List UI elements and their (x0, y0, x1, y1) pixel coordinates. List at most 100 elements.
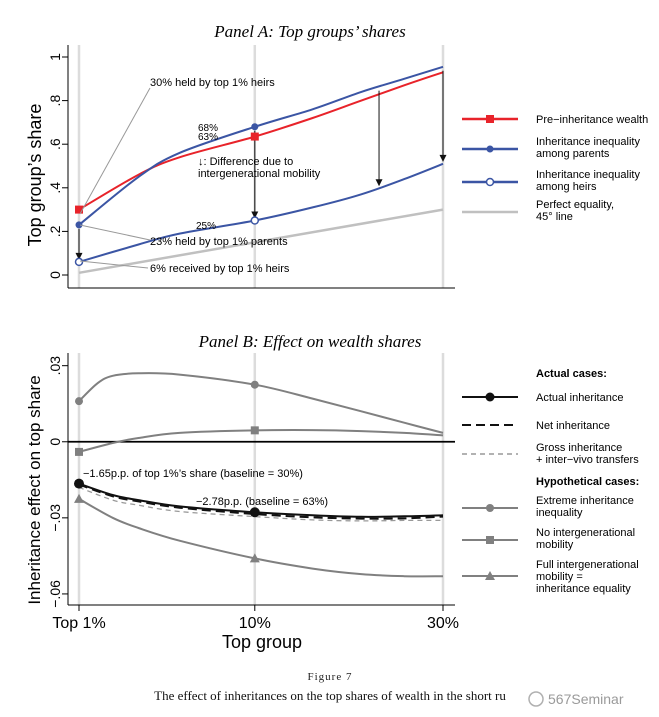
panel-a-y-ticks: 0 .2 .4 .6 .8 1 (47, 53, 68, 279)
panel-a-axes (67, 45, 455, 289)
x-tick-label-0: Top 1% (52, 615, 105, 632)
marker-full-intergenerational-mobility-inheritance-equality-1 (74, 493, 84, 503)
marker-actual-inheritance-1 (74, 478, 84, 489)
panel-b-markers (74, 380, 260, 563)
panel-a-y-axis-label: Top group’s share (25, 104, 45, 247)
y-tick-label-3: .6 (47, 138, 63, 150)
y-tick-label-4: .8 (47, 95, 63, 107)
figure-number: Figure 7 (308, 671, 353, 683)
marker-parents-10 (251, 123, 259, 131)
point-label-25pct: 25% (196, 221, 216, 232)
y-tick-label-0: 0 (47, 271, 63, 279)
annotation-leader-23pct (79, 224, 151, 241)
panel-b-y-ticks: .03 0 −.03 −.06 (47, 356, 68, 608)
legend-circle-marker (486, 145, 494, 153)
panel-b-y-axis-label: Inheritance effect on top share (25, 375, 44, 604)
point-label-68pct: 68% (198, 123, 218, 134)
marker-no-intergenerational-mobility-10 (250, 426, 259, 435)
legend-label-equality-2: 45° line (536, 211, 573, 223)
legend-open-circle-marker (485, 177, 495, 187)
legend-label-net: Net inheritance (536, 420, 610, 432)
annotation-30pct: 30% held by top 1% heirs (150, 77, 275, 89)
annotation-6pct: 6% received by top 1% heirs (150, 263, 290, 275)
legend-label-extreme-1: Extreme inheritance (536, 495, 634, 507)
mobility-arrowhead-3 (439, 154, 447, 162)
legend-label-no-mobility-2: mobility (536, 539, 574, 551)
series-line-perfect-equality-45-line (78, 208, 444, 275)
legend-label-parents-1: Inheritance inequality (536, 136, 640, 148)
marker-extreme-inheritance-inequality-1 (75, 397, 83, 406)
legend-filled-circle-marker (485, 392, 495, 402)
panel-a-markers (74, 123, 260, 267)
marker-extreme-inheritance-inequality-10 (250, 380, 259, 389)
legend-label-gross-1: Gross inheritance (536, 442, 622, 454)
legend-gray-square-marker (486, 536, 494, 544)
panel-b-x-ticks: Top 1% 10% 30% (52, 605, 459, 632)
panel-a: Panel A: Top groups’ shares 0 .2 .4 .6 .8 1 T… (25, 22, 648, 289)
legend-label-heirs-1: Inheritance inequality (536, 169, 640, 181)
annotation-top10-effect: −2.78p.p. (baseline = 63%) (196, 496, 328, 508)
series-line-inheritance-inequality-among-parents (78, 65, 444, 226)
legend-label-pre-inheritance: Pre−inheritance wealth (536, 114, 648, 126)
annotation-top1-effect: −1.65p.p. of top 1%’s share (baseline = … (83, 468, 303, 480)
marker-actual-inheritance-10 (249, 507, 260, 518)
legend-label-extreme-2: inequality (536, 507, 583, 519)
marker-heirs-1 (74, 257, 84, 267)
x-tick-label-1: 10% (239, 615, 271, 632)
series-line-full-intergenerational-mobility-inheritance-equality (78, 497, 444, 578)
legend-label-actual: Actual inheritance (536, 392, 623, 404)
legend-square-marker (486, 115, 494, 123)
marker-parents-1 (75, 221, 83, 229)
legend-gray-circle-marker (486, 504, 494, 512)
annotation-difference-line1: ↓: Difference due to (198, 156, 293, 168)
annotation-23pct: 23% held by top 1% parents (150, 236, 288, 248)
panel-a-title: Panel A: Top groups’ shares (213, 22, 406, 41)
marker-heirs-10 (250, 216, 260, 225)
panel-b-title: Panel B: Effect on wealth shares (198, 332, 422, 351)
marker-no-intergenerational-mobility-1 (75, 447, 83, 456)
watermark-icon (528, 691, 544, 707)
annotation-leader-6pct (79, 260, 149, 269)
panel-a-legend: Pre−inheritance wealth Inheritance inequ… (462, 114, 648, 223)
point-label-63pct: 63% (198, 132, 218, 143)
y-tick-label-0: .03 (47, 356, 63, 376)
mobility-arrowhead-2 (375, 179, 383, 187)
series-line-pre-inheritance-wealth (78, 71, 444, 211)
legend-group-hypothetical: Hypothetical cases: (536, 476, 639, 488)
legend-gray-triangle-marker (485, 571, 495, 580)
panel-a-arrows (75, 70, 447, 260)
legend-label-equality-1: Perfect equality, (536, 199, 614, 211)
mobility-arrowhead-1 (251, 211, 259, 219)
annotation-difference-line2: intergenerational mobility (198, 168, 321, 180)
panel-b-axes (67, 353, 455, 606)
annotation-leader-30pct (79, 87, 151, 215)
legend-label-full-mobility-3: inheritance equality (536, 583, 631, 595)
y-tick-label-1: .2 (47, 225, 63, 237)
panel-b-legend: Actual cases: Actual inheritance Net inh… (462, 368, 639, 595)
legend-label-no-mobility-1: No intergenerational (536, 527, 635, 539)
figure-caption: The effect of inheritances on the top sh… (154, 688, 506, 703)
y-tick-label-1: 0 (47, 438, 63, 446)
x-tick-label-2: 30% (427, 615, 459, 632)
legend-label-full-mobility-1: Full intergenerational (536, 559, 639, 571)
watermark: 567Seminar (528, 691, 624, 707)
legend-label-parents-2: among parents (536, 148, 610, 160)
mobility-arrowhead-0 (75, 252, 83, 260)
marker-pre-inheritance-1 (75, 205, 83, 214)
y-tick-label-2: −.03 (47, 504, 63, 532)
y-tick-label-3: −.06 (47, 580, 63, 608)
panel-a-series (78, 65, 444, 275)
watermark-text: 567Seminar (548, 691, 624, 707)
y-tick-label-5: 1 (47, 53, 63, 61)
y-tick-label-2: .4 (47, 182, 63, 194)
marker-full-intergenerational-mobility-inheritance-equality-10 (249, 553, 260, 563)
legend-label-full-mobility-2: mobility = (536, 571, 583, 583)
series-line-inheritance-inequality-among-heirs (78, 162, 444, 263)
legend-label-gross-2: + inter−vivo transfers (536, 454, 639, 466)
legend-group-actual: Actual cases: (536, 368, 607, 380)
marker-pre-inheritance-10 (250, 132, 259, 141)
legend-label-heirs-2: among heirs (536, 181, 597, 193)
panel-b: Panel B: Effect on wealth shares .03 0 −.0… (25, 332, 639, 652)
series-line-net-inheritance (78, 483, 444, 520)
